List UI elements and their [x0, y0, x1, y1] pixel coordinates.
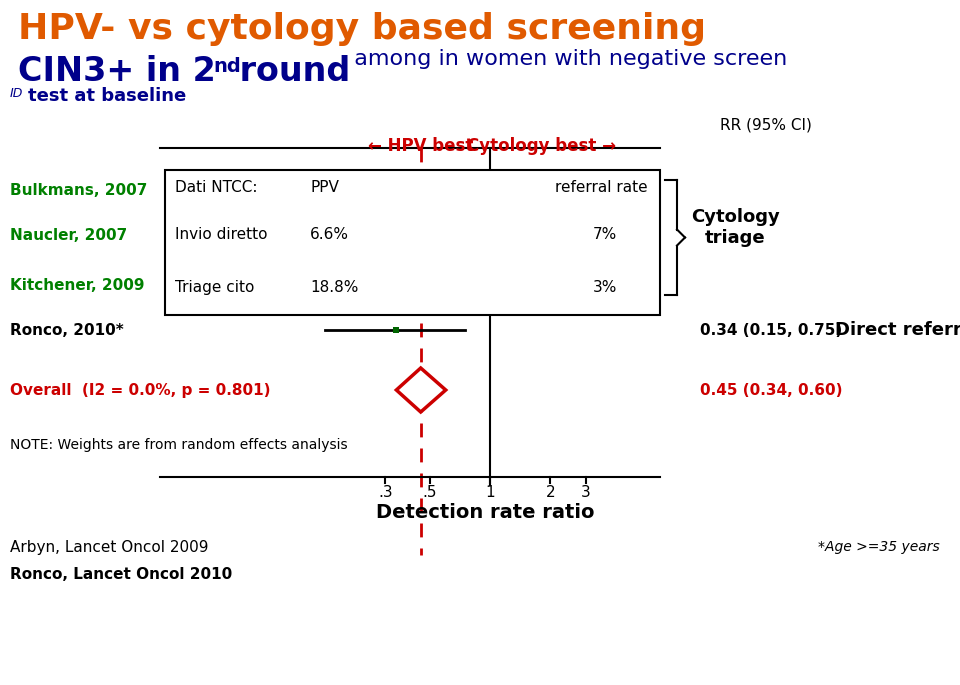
Text: Dati NTCC:: Dati NTCC:	[175, 180, 257, 195]
Text: 0.34 (0.15, 0.75): 0.34 (0.15, 0.75)	[700, 323, 842, 338]
Text: RR (95% CI): RR (95% CI)	[720, 117, 812, 132]
Text: Kitchener, 2009: Kitchener, 2009	[10, 277, 145, 292]
Text: Cytology best →: Cytology best →	[467, 137, 615, 155]
Text: .5: .5	[422, 485, 437, 500]
Text: 6.6%: 6.6%	[310, 227, 349, 242]
Text: Ronco, 2010*: Ronco, 2010*	[10, 323, 124, 338]
Text: 3: 3	[581, 485, 590, 500]
Text: Overall  (I2 = 0.0%, p = 0.801): Overall (I2 = 0.0%, p = 0.801)	[10, 382, 271, 397]
Text: test at baseline: test at baseline	[28, 87, 186, 105]
Text: PPV: PPV	[310, 180, 339, 195]
Text: ID: ID	[10, 87, 23, 100]
Text: Ronco, Lancet Oncol 2010: Ronco, Lancet Oncol 2010	[10, 567, 232, 582]
Text: 18.8%: 18.8%	[310, 280, 358, 295]
Text: Naucler, 2007: Naucler, 2007	[10, 227, 128, 242]
Text: Triage cito: Triage cito	[175, 280, 254, 295]
Text: Direct referral: Direct referral	[835, 321, 960, 339]
Text: referral rate: referral rate	[555, 180, 648, 195]
Text: Bulkmans, 2007: Bulkmans, 2007	[10, 182, 148, 197]
Text: HPV- vs cytology based screening: HPV- vs cytology based screening	[18, 12, 706, 46]
Text: nd: nd	[213, 57, 241, 76]
Text: 3%: 3%	[593, 280, 617, 295]
Polygon shape	[396, 368, 445, 412]
Text: 0.45 (0.34, 0.60): 0.45 (0.34, 0.60)	[700, 382, 843, 397]
Text: Arbyn, Lancet Oncol 2009: Arbyn, Lancet Oncol 2009	[10, 540, 208, 555]
Text: among in women with negative screen: among in women with negative screen	[340, 49, 787, 69]
Text: .3: .3	[378, 485, 393, 500]
Text: 2: 2	[545, 485, 555, 500]
Text: Invio diretto: Invio diretto	[175, 227, 268, 242]
Text: Cytology
triage: Cytology triage	[691, 208, 780, 247]
Text: NOTE: Weights are from random effects analysis: NOTE: Weights are from random effects an…	[10, 438, 348, 452]
Text: 1: 1	[486, 485, 495, 500]
Text: Detection rate ratio: Detection rate ratio	[376, 503, 595, 522]
Text: ← HPV best: ← HPV best	[368, 137, 473, 155]
Text: 7%: 7%	[593, 227, 617, 242]
Text: round: round	[228, 55, 350, 88]
FancyBboxPatch shape	[165, 170, 660, 315]
Text: CIN3+ in 2: CIN3+ in 2	[18, 55, 216, 88]
Text: *Age >=35 years: *Age >=35 years	[818, 540, 940, 554]
